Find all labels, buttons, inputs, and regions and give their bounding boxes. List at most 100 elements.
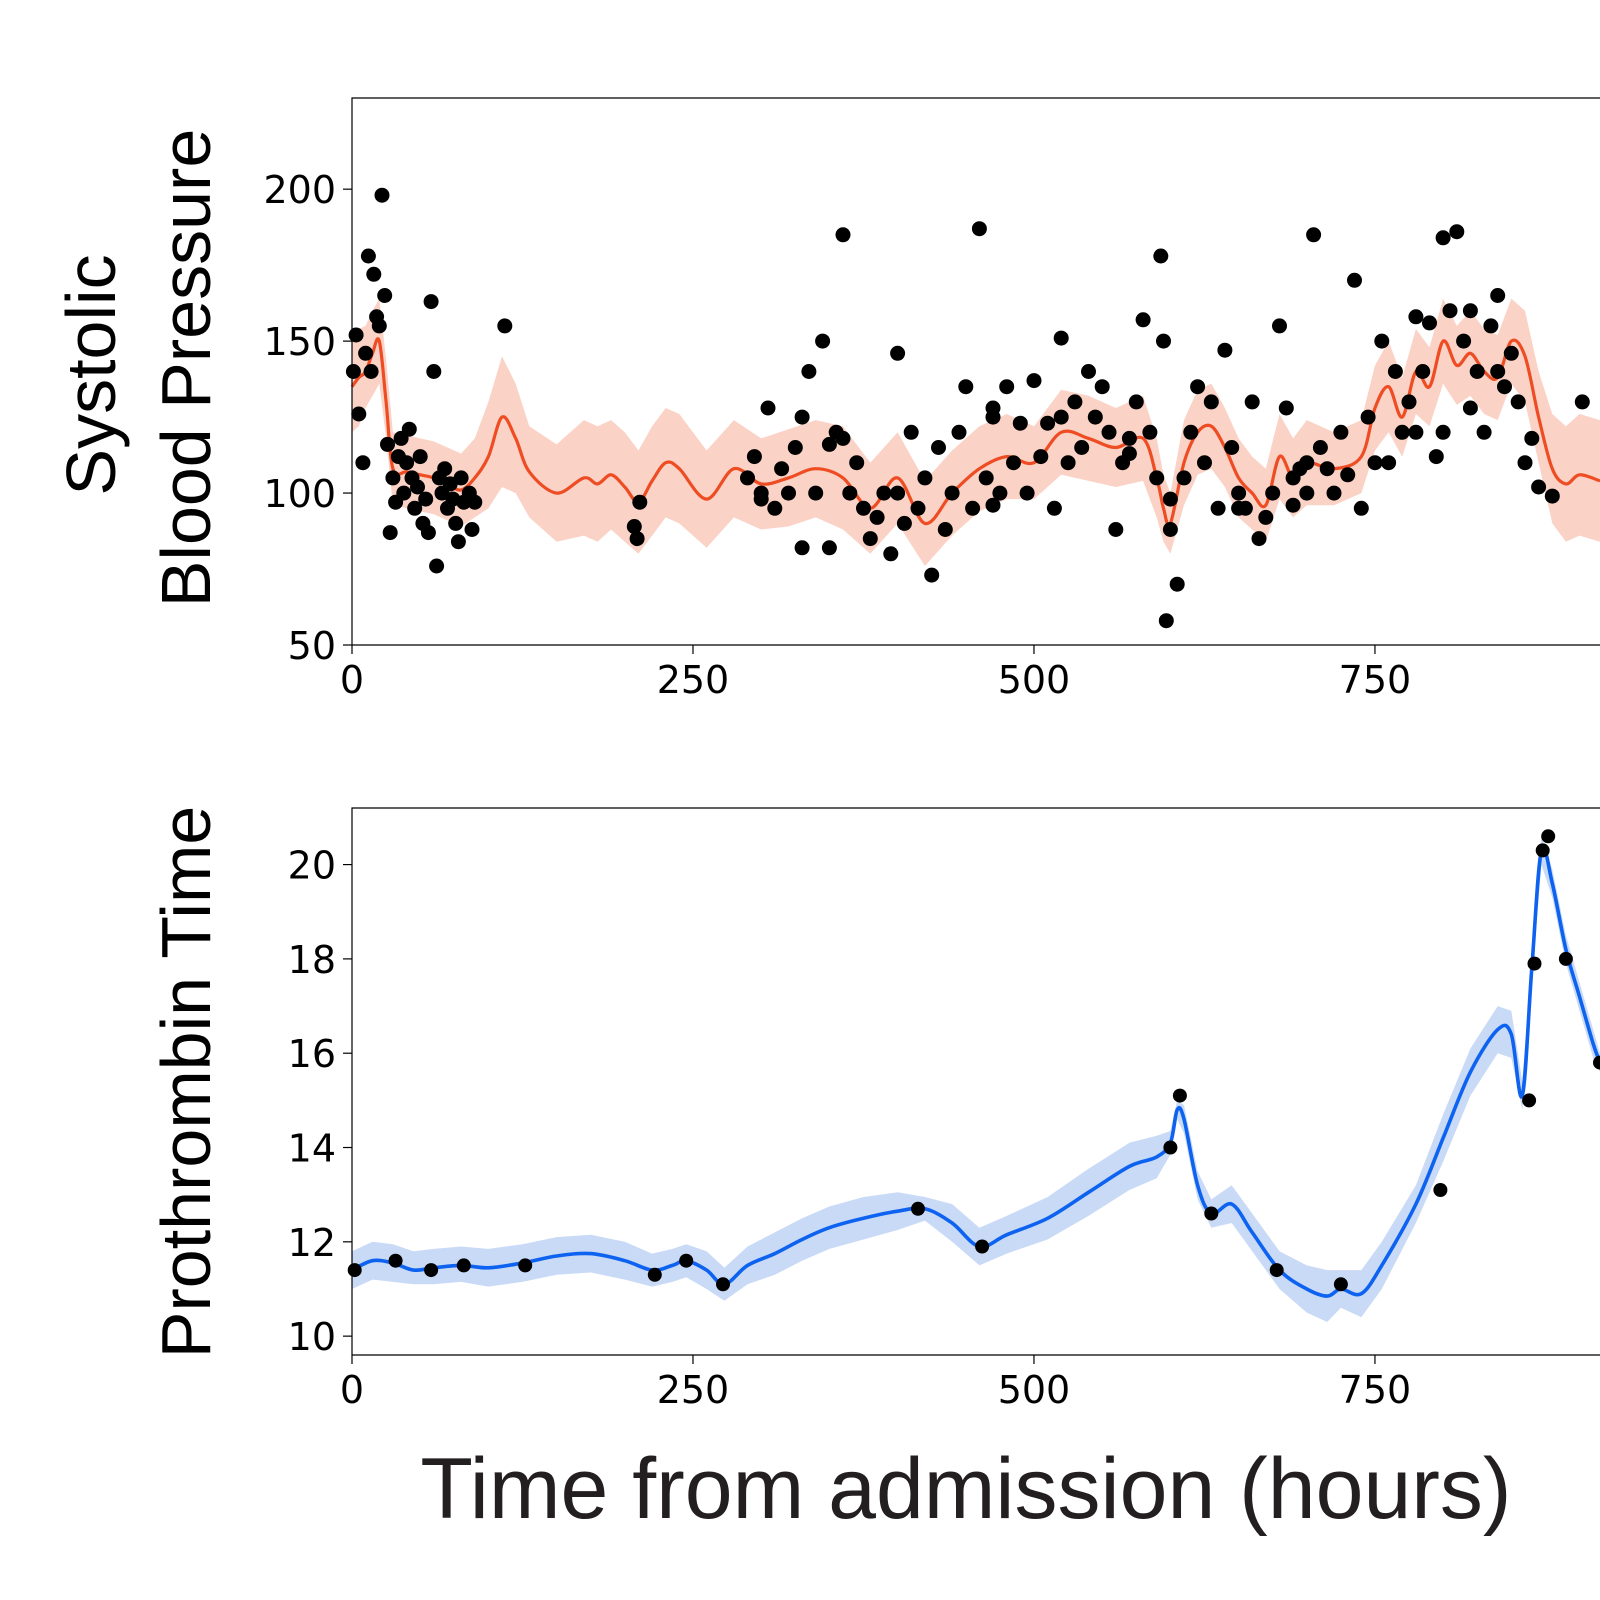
bp-data-point [360,248,376,264]
bp-panel: 0 250 500 750 50 100 150 200 Systolic Blood Pre… [52,97,1600,702]
bp-data-point [951,424,967,440]
bp-data-point [1183,424,1199,440]
bp-ylabel-line2: Blood Pressure [147,129,225,608]
bp-confidence-band-layer [352,298,1600,566]
bp-data-point [1094,379,1110,395]
bp-data-point [985,400,1001,416]
bp-data-point [1517,455,1533,471]
bp-data-point [1135,312,1151,328]
bp-data-point [781,485,796,501]
bp-data-point [1203,394,1219,410]
bp-data-point [374,187,390,203]
bp-data-point [1258,509,1274,525]
bp-data-point [835,227,851,243]
bp-fit-line [350,337,1600,527]
bp-data-point [1162,522,1178,537]
pt-ytick-label: 10 [288,1315,336,1359]
bp-xtick-label: 250 [657,658,730,702]
bp-data-point [418,491,434,507]
bp-data-point [371,318,387,334]
pt-data-point [1558,951,1573,966]
bp-data-point [910,500,926,516]
bp-data-point [1319,461,1335,477]
bp-xtick-label: 750 [1339,658,1412,702]
bp-data-point [1285,470,1301,486]
bp-data-point [1046,500,1062,516]
bp-data-point [971,221,987,237]
bp-data-point [937,522,953,537]
bp-data-point [1574,394,1590,410]
bp-data-point [890,345,906,361]
bp-data-point [1503,345,1519,361]
bp-ytick-label: 150 [263,320,336,364]
pt-panel: 0 250 500 750 10 12 14 16 18 20 Prothrombin Time [147,806,1600,1412]
bp-data-point [423,294,439,310]
bp-data-point [944,485,960,501]
bp-data-point [429,558,445,574]
bp-data-point [1490,364,1506,379]
bp-data-point [1353,500,1369,516]
bp-data-point [1190,379,1206,395]
bp-data-point [1497,379,1512,395]
bp-data-point [1169,576,1185,592]
bp-data-point [1149,470,1165,486]
bp-points-layer [345,187,1590,629]
bp-data-point [629,531,645,547]
bp-data-point [808,485,824,501]
bp-data-point [464,522,480,537]
pt-data-point [456,1258,471,1273]
pt-fit-line-layer [351,845,1600,1298]
bp-data-point [1121,446,1137,462]
bp-data-point [1299,455,1315,471]
pt-data-point [716,1277,730,1292]
bp-data-point [849,455,865,471]
bp-data-point [767,500,783,516]
bp-data-point [1462,400,1478,416]
bp-data-point [410,479,425,495]
bp-data-point [385,470,401,486]
pt-data-point [1433,1183,1448,1197]
pt-data-point [1541,829,1556,844]
pt-xtick-label: 750 [1339,1368,1412,1412]
bp-data-point [760,400,776,416]
bp-data-point [883,546,899,562]
bp-data-point [382,525,398,541]
pt-ytick-label: 12 [288,1221,336,1265]
bp-data-point [1299,485,1315,501]
bp-data-point [1435,230,1451,246]
bp-data-point [1156,333,1171,349]
bp-data-point [821,540,837,556]
bp-data-point [1428,449,1444,465]
bp-data-point [869,509,885,525]
bp-data-point [896,515,912,531]
bp-data-point [794,540,810,556]
bp-data-point [1272,318,1287,334]
bp-data-point [1285,497,1301,513]
pt-data-point [388,1253,403,1268]
bp-data-point [363,364,379,379]
bp-data-point [1231,500,1247,516]
bp-data-point [632,494,648,510]
bp-data-point [1053,330,1069,346]
bp-data-point [862,531,878,547]
bp-data-point [1210,500,1226,516]
bp-data-point [1231,485,1247,501]
bp-data-point [1060,455,1076,471]
bp-data-point [348,327,364,343]
bp-data-point [1053,409,1069,425]
bp-data-point [1265,485,1281,501]
x-axis-label: Time from admission (hours) [420,1441,1511,1537]
bp-data-point [1067,394,1083,410]
bp-data-point [448,515,464,531]
bp-data-point [1408,309,1424,325]
bp-ytick-label: 100 [263,472,336,516]
bp-data-point [1142,424,1158,440]
bp-xtick-label: 0 [340,658,364,702]
bp-data-point [366,266,382,282]
bp-data-point [426,364,442,379]
bp-ytick-label: 50 [288,624,336,668]
bp-data-point [450,534,466,550]
pt-data-point [1522,1093,1537,1108]
bp-data-point [1531,479,1547,495]
